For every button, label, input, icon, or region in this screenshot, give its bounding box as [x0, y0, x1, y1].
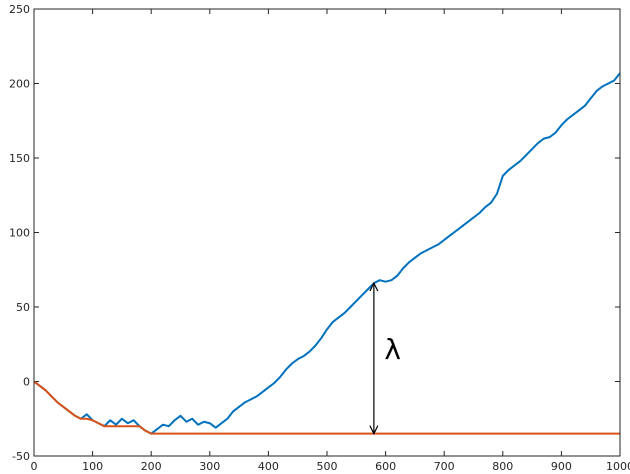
x-tick-label: 600 — [375, 460, 396, 473]
x-tick-label: 100 — [82, 460, 103, 473]
series-line-1 — [34, 380, 620, 435]
x-tick-label: 400 — [258, 460, 279, 473]
x-tick-label: 0 — [31, 460, 38, 473]
x-tick-label: 1000 — [606, 460, 630, 473]
y-tick-label: -50 — [12, 450, 30, 463]
y-tick-label: 250 — [9, 3, 30, 16]
x-tick-label: 300 — [199, 460, 220, 473]
y-tick-label: 150 — [9, 152, 30, 165]
x-tick-label: 800 — [492, 460, 513, 473]
x-tick-label: 900 — [551, 460, 572, 473]
lambda-label: λ — [384, 333, 401, 366]
axis-ticks: 01002003004005006007008009001000-5005010… — [9, 3, 630, 473]
y-tick-label: 0 — [23, 376, 30, 389]
x-tick-label: 500 — [317, 460, 338, 473]
series-line-0 — [34, 72, 620, 435]
y-tick-label: 50 — [16, 301, 30, 314]
annotation-group: λ — [374, 283, 401, 433]
plot-area-frame — [33, 8, 621, 457]
y-tick-label: 100 — [9, 227, 30, 240]
series-group — [34, 72, 620, 435]
x-tick-label: 200 — [141, 460, 162, 473]
y-tick-label: 200 — [9, 78, 30, 91]
x-tick-label: 700 — [434, 460, 455, 473]
